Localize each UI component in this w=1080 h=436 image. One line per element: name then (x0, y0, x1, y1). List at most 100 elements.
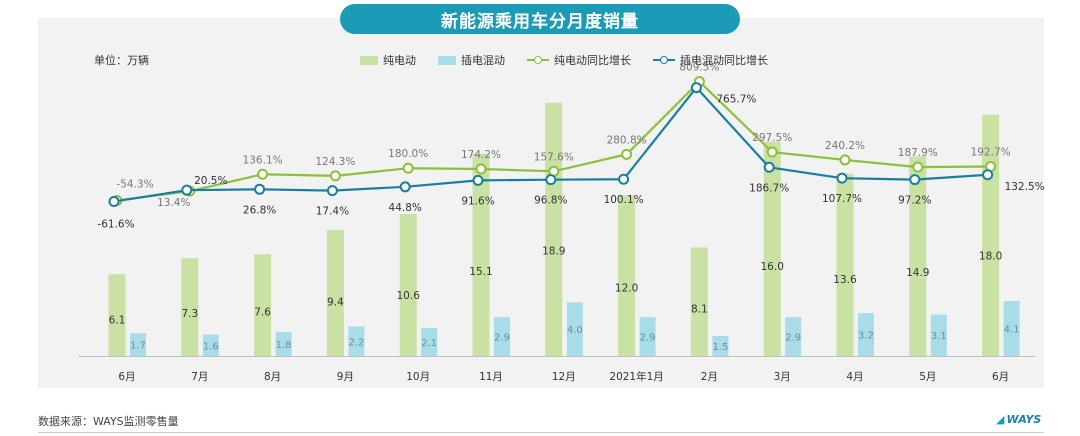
point-phev-growth (982, 169, 994, 181)
point-label-phev-growth: 100.1% (604, 194, 644, 206)
point-label-phev-growth: -61.6% (97, 218, 134, 230)
point-bev-growth (475, 163, 487, 175)
x-tick-label: 3月 (774, 371, 791, 383)
point-label-phev-growth: 765.7% (716, 94, 756, 106)
bar-label-phev: 2.9 (785, 333, 801, 344)
footer-divider (38, 432, 1044, 433)
x-tick-label: 5月 (919, 371, 936, 383)
point-phev-growth (181, 184, 193, 196)
bar-bev (181, 258, 199, 356)
point-phev-growth (108, 195, 120, 207)
bar-label-phev: 3.1 (931, 331, 947, 342)
bar-label-bev: 8.1 (691, 304, 708, 316)
legend: 纯电动 插电混动 纯电动同比增长 插电混动同比增长 (360, 52, 768, 68)
point-label-bev-growth: 124.3% (315, 156, 355, 168)
point-phev-growth (618, 173, 630, 185)
bar-phev (785, 317, 802, 356)
bar-bev (326, 230, 344, 356)
point-bev-growth (402, 162, 414, 174)
legend-item-phev: 插电混动 (438, 52, 505, 68)
point-label-bev-growth: 157.6% (534, 151, 574, 163)
point-phev-growth (326, 185, 338, 197)
point-label-bev-growth: 809.5% (679, 62, 719, 74)
chart-title: 新能源乘用车分月度销量 (340, 4, 740, 34)
bar-bev (545, 102, 563, 357)
point-label-phev-growth: 20.5% (194, 175, 227, 187)
bar-label-bev: 18.0 (979, 251, 1002, 263)
bar-label-phev: 1.5 (712, 342, 728, 353)
x-tick-label: 7月 (191, 371, 208, 383)
bar-label-bev: 10.6 (397, 290, 421, 302)
bar-phev (348, 326, 365, 356)
point-label-phev-growth: 186.7% (749, 182, 789, 194)
bar-label-phev: 2.1 (421, 338, 437, 349)
bar-label-bev: 16.0 (761, 261, 784, 273)
point-phev-growth (254, 183, 266, 195)
point-bev-growth (912, 161, 924, 173)
bar-bev (399, 213, 417, 356)
point-phev-growth (909, 174, 921, 186)
bar-label-phev: 1.6 (203, 341, 219, 352)
bar-bev (690, 247, 708, 356)
legend-label-bev-growth: 纯电动同比增长 (554, 54, 631, 67)
logo-text: WAYS (1006, 413, 1042, 426)
bar-phev (202, 334, 219, 356)
x-tick-label: 2月 (701, 371, 718, 383)
bar-label-phev: 3.2 (858, 331, 874, 342)
point-bev-growth (257, 168, 269, 180)
point-label-phev-growth: 107.7% (822, 193, 862, 205)
legend-swatch-bev (360, 55, 378, 65)
ways-logo: ◢ WAYS (996, 413, 1041, 426)
bar-label-phev: 4.0 (567, 325, 583, 336)
bar-bev (909, 156, 927, 356)
point-label-bev-growth: 192.7% (971, 146, 1011, 158)
point-label-bev-growth: 297.5% (752, 132, 792, 144)
bar-label-bev: 6.1 (109, 314, 126, 326)
bar-phev (421, 327, 438, 356)
bar-label-bev: 7.6 (254, 306, 271, 318)
point-label-phev-growth: 132.5% (1005, 181, 1045, 193)
point-label-bev-growth: 174.2% (461, 149, 501, 161)
point-label-phev-growth: 17.4% (316, 206, 349, 218)
bar-phev (566, 302, 583, 356)
legend-label-bev: 纯电动 (383, 54, 416, 67)
bar-label-bev: 14.9 (906, 267, 929, 279)
bar-bev (836, 173, 854, 356)
bar-phev (275, 331, 292, 356)
point-label-phev-growth: 26.8% (243, 204, 276, 216)
bar-label-bev: 9.4 (327, 297, 344, 309)
x-tick-label: 6月 (992, 371, 1009, 383)
x-tick-label: 10月 (406, 371, 430, 383)
point-phev-growth (836, 172, 848, 184)
x-tick-label: 2021年1月 (609, 370, 663, 383)
unit-label: 单位：万辆 (94, 54, 149, 67)
x-tick-label: 11月 (479, 371, 503, 383)
point-bev-growth (329, 170, 341, 182)
point-bev-growth (621, 148, 633, 160)
legend-marker-bev-growth (527, 55, 549, 65)
bar-label-bev: 12.0 (615, 283, 638, 295)
point-phev-growth (763, 161, 775, 173)
legend-item-phev-growth: 插电混动同比增长 (653, 52, 768, 68)
bar-label-phev: 4.1 (1004, 325, 1020, 336)
bar-label-bev: 13.6 (833, 274, 857, 286)
x-tick-label: 9月 (337, 371, 354, 383)
bar-phev (712, 335, 729, 356)
point-phev-growth (545, 174, 557, 186)
x-tick-label: 12月 (552, 371, 576, 383)
x-tick-label: 6月 (118, 371, 135, 383)
point-label-phev-growth: 97.2% (898, 195, 931, 207)
point-label-bev-growth: 180.0% (388, 148, 428, 160)
point-bev-growth (766, 146, 778, 158)
point-label-bev-growth: 240.2% (825, 140, 865, 152)
point-bev-growth (839, 154, 851, 166)
point-phev-growth (399, 181, 411, 193)
bar-bev (472, 153, 490, 356)
bar-phev (930, 314, 947, 356)
bar-phev (858, 313, 874, 356)
bar-label-phev: 1.8 (276, 340, 292, 351)
bar-phev (494, 317, 510, 356)
point-label-bev-growth: 187.9% (898, 147, 938, 159)
bar-bev (618, 195, 636, 356)
